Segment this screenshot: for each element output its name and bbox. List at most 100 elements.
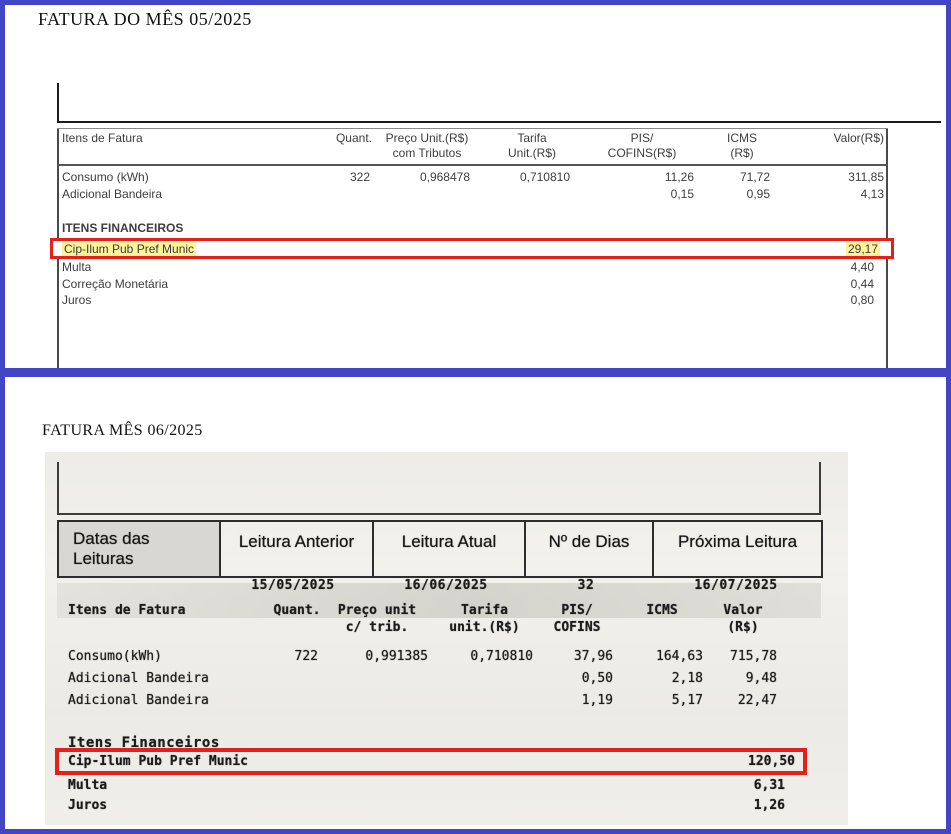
cell-item: Adicional Bandeira (68, 693, 209, 708)
cell-item: Adicional Bandeira (68, 671, 209, 686)
cell-quant (272, 690, 322, 712)
cell-tarifa: 0,710810 (470, 649, 533, 664)
table-row: Adicional Bandeira 1,19 5,17 22,47 (45, 690, 848, 712)
cell-item: Consumo (kWh) (62, 170, 149, 184)
cell-pis: 0,50 (581, 671, 613, 686)
cell-valor: 311,85 (848, 170, 884, 184)
reading-date-atual: 16/06/2025 (404, 578, 488, 593)
corner-tick-line (57, 83, 59, 123)
june-header-preco-sub: c/ trib. (345, 620, 409, 635)
reading-days-value: 32 (577, 578, 595, 593)
cell-preco (372, 186, 482, 203)
table-row: Juros 1,26 (68, 799, 790, 813)
may-header-itens: Itens de Fatura (62, 131, 143, 145)
cell-item: Multa (68, 778, 108, 793)
cell-valor: 0,44 (850, 276, 874, 291)
cell-tarifa: 0,710810 (519, 170, 570, 184)
table-row: Adicional Bandeira 0,50 2,18 9,48 (45, 668, 848, 690)
readings-col-atual: Leitura Atual (372, 522, 524, 576)
june-header-pis: PIS/ (561, 603, 593, 618)
may-header-tarifa: Tarifa Unit.(R$) (507, 131, 556, 160)
table-row: Correção Monetária 0,44 (57, 276, 888, 293)
reading-date-proxima: 16/07/2025 (694, 578, 778, 593)
cell-item: Adicional Bandeira (62, 187, 163, 201)
june-header-tarifa-sub: unit.(R$) (449, 620, 520, 635)
june-header-valor-sub: (R$) (727, 620, 759, 635)
table-row: Multa 4,40 (57, 259, 888, 276)
cell-preco (322, 668, 432, 690)
cell-tarifa (432, 668, 537, 690)
cell-valor: 0,80 (850, 293, 874, 307)
june-financial-items-heading: Itens Financeiros (68, 735, 220, 751)
cell-quant (272, 668, 322, 690)
readings-col-datas: Datas das Leituras (59, 522, 219, 576)
cell-item: Juros (68, 798, 108, 813)
cell-valor: 9,48 (745, 671, 777, 686)
cell-icms: 2,18 (671, 671, 703, 686)
invoice-june-title: FATURA MÊS 06/2025 (42, 422, 203, 439)
cell-quant: 722 (294, 649, 318, 664)
may-cip-highlighted-row: Cip-Ilum Pub Pref Munic 29,17 (50, 238, 894, 259)
cell-valor: 715,78 (730, 649, 777, 664)
june-table-header-line1: Itens de Fatura Quant. Preço unit Tarifa… (45, 602, 848, 619)
blue-section-divider (5, 368, 946, 377)
cell-pis: 11,26 (664, 170, 694, 184)
cell-tarifa (432, 690, 537, 712)
may-table-header-row: Itens de Fatura Quant. Preço Unit.(R$) co… (57, 128, 888, 166)
june-header-tarifa: Tarifa (461, 603, 508, 618)
cell-preco: 0,968478 (419, 170, 470, 184)
cell-icms: 71,72 (739, 170, 770, 184)
june-items-table: Itens de Fatura Quant. Preço unit Tarifa… (45, 602, 848, 712)
may-header-icms: ICMS (R$) (727, 131, 757, 160)
june-header-preco: Preço unit (337, 603, 417, 618)
cell-preco: 0,991385 (365, 649, 428, 664)
june-header-quant: Quant. (273, 603, 321, 618)
june-cip-highlighted-row: Cip-Ilum Pub Pref Munic 120,50 (55, 748, 807, 775)
may-header-pis-cofins: PIS/COFINS(R$) (607, 131, 677, 160)
top-horizontal-rule (57, 121, 941, 123)
june-header-valor: Valor (723, 603, 763, 618)
cell-item: Multa (62, 260, 92, 274)
cell-quant (310, 186, 372, 203)
cip-value-highlighted: 29,17 (845, 241, 880, 256)
readings-header-table: Datas das Leituras Leitura Anterior Leit… (57, 520, 823, 578)
cell-item: Correção Monetária (62, 276, 169, 291)
cip-label-highlighted: Cip-Ilum Pub Pref Munic (62, 241, 197, 256)
cell-valor: 4,13 (860, 187, 884, 201)
june-table-rows: Consumo(kWh) 722 0,991385 0,710810 37,96… (45, 646, 848, 712)
may-header-quant: Quant. (335, 131, 372, 145)
cip-value: 120,50 (748, 754, 795, 769)
june-header-itens: Itens de Fatura (68, 603, 186, 618)
table-row: Juros 0,80 (57, 292, 888, 309)
may-header-preco: Preço Unit.(R$) com Tributos (385, 131, 469, 160)
cell-valor: 4,40 (850, 260, 874, 274)
cell-valor: 22,47 (737, 693, 777, 708)
cell-item: Juros (62, 293, 92, 307)
june-table-header-line2: c/ trib. unit.(R$) COFINS (R$) (45, 619, 848, 636)
table-row: Adicional Bandeira 0,15 0,95 4,13 (57, 186, 888, 203)
cell-quant: 322 (349, 170, 370, 184)
table-row: Consumo (kWh) 322 0,968478 0,710810 11,2… (57, 169, 888, 186)
cell-valor: 1,26 (753, 798, 785, 813)
readings-col-dias: Nº de Dias (524, 522, 652, 576)
cell-tarifa (482, 186, 582, 203)
cell-preco (322, 690, 432, 712)
june-header-icms: ICMS (646, 603, 678, 618)
scan-gray-band (57, 583, 821, 618)
cell-icms: 164,63 (656, 649, 703, 664)
may-items-table: Itens de Fatura Quant. Preço Unit.(R$) co… (50, 128, 894, 309)
cell-valor: 6,31 (753, 778, 785, 793)
readings-col-proxima: Próxima Leitura (652, 522, 821, 576)
cell-item: Consumo(kWh) (68, 649, 162, 664)
may-header-valor: Valor(R$) (833, 131, 884, 145)
cell-pis: 0,15 (670, 187, 694, 201)
cell-pis: 1,19 (581, 693, 613, 708)
cell-icms: 5,17 (671, 693, 703, 708)
scan-empty-box (57, 462, 821, 515)
invoice-may-title: FATURA DO MÊS 05/2025 (38, 9, 252, 29)
cell-pis: 37,96 (573, 649, 613, 664)
cell-icms: 0,95 (746, 187, 770, 201)
cip-label: Cip-Ilum Pub Pref Munic (68, 754, 249, 769)
reading-date-anterior: 15/05/2025 (251, 578, 335, 593)
